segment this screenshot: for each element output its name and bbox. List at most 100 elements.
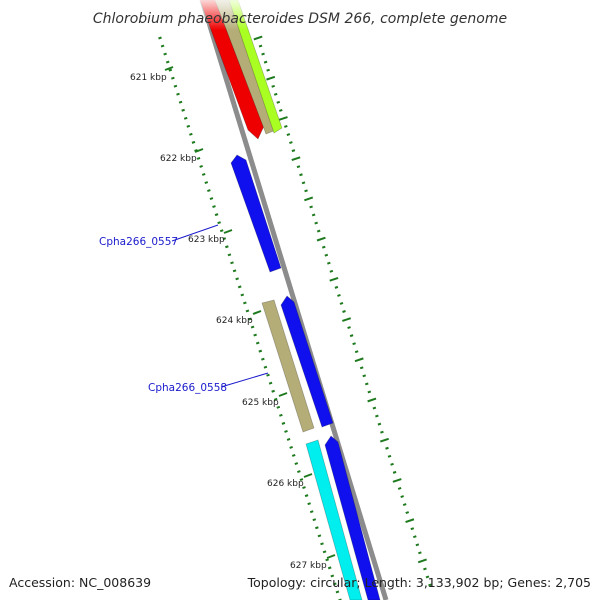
gene-features (199, 0, 381, 600)
tick-mark (286, 133, 291, 136)
gene-blue-2[interactable] (280, 295, 334, 428)
tick-mark (245, 309, 250, 313)
tick-mark (342, 310, 346, 313)
kbp-label: 622 kbp (160, 154, 197, 164)
tick-mark (309, 510, 314, 514)
gene-callout-cpha266-0557[interactable]: Cpha266_0557 (99, 224, 219, 248)
tick-mark (372, 406, 377, 410)
tick-mark (325, 558, 329, 562)
genome-backbone (199, 0, 389, 600)
kbp-label: 621 kbp (130, 73, 167, 83)
tick-mark (352, 342, 356, 346)
tick-mark (334, 285, 339, 289)
tick-mark (273, 92, 278, 96)
tick-mark (263, 60, 268, 64)
tick-mark (186, 124, 191, 128)
gene-cyan[interactable] (305, 439, 363, 600)
tick-mark (315, 526, 319, 530)
tick-mark (329, 269, 334, 273)
tick-mark (423, 567, 427, 571)
tick-mark (261, 357, 265, 361)
tick-mark (387, 454, 392, 458)
tick-mark (301, 181, 306, 185)
tick-mark (339, 302, 344, 305)
topology-text: Topology: circular; Length: 3,133,902 bp… (247, 575, 591, 590)
tick-mark (227, 253, 232, 257)
tick-mark (362, 374, 367, 378)
tick-mark (253, 333, 257, 337)
tick-mark (268, 381, 273, 385)
tick-mark (199, 165, 203, 168)
kbp-label: 627 kbp (290, 561, 327, 571)
tick-mark (380, 430, 384, 434)
tick-mark (299, 173, 303, 177)
tick-mark (297, 470, 301, 473)
tick-mark (354, 357, 364, 363)
tick-mark (314, 221, 318, 225)
gene-label-cpha266-0558[interactable]: Cpha266_0558 (148, 382, 227, 394)
tick-mark (261, 52, 265, 56)
tick-mark (364, 382, 369, 386)
gene-lime[interactable] (228, 0, 283, 134)
tick-mark (235, 277, 239, 281)
gene-blue-1[interactable] (230, 154, 282, 273)
gene-tan-2[interactable] (261, 299, 315, 433)
tick-mark (349, 334, 354, 338)
tick-mark (299, 478, 304, 482)
tick-mark (291, 149, 296, 153)
tick-mark (392, 478, 402, 483)
tick-mark (304, 196, 314, 202)
tick-mark (278, 108, 283, 112)
tick-mark (240, 293, 245, 297)
tick-mark (219, 229, 224, 233)
tick-mark (413, 535, 417, 539)
tick-mark (342, 317, 352, 322)
tick-mark (250, 325, 255, 329)
tick-mark (158, 36, 162, 40)
tick-mark (390, 462, 394, 466)
tick-mark (289, 446, 293, 449)
tick-mark (367, 390, 372, 394)
tick-mark (278, 116, 288, 121)
tick-mark (281, 421, 286, 425)
tick-mark (181, 108, 185, 112)
tick-mark (335, 590, 340, 594)
gene-label-cpha266-0557[interactable]: Cpha266_0557 (99, 236, 178, 248)
tick-mark (428, 583, 432, 587)
tick-mark (266, 75, 276, 81)
tick-mark (196, 156, 201, 160)
kbp-label: 623 kbp (188, 235, 225, 245)
tick-mark (320, 542, 324, 546)
tick-mark (248, 317, 252, 321)
tick-mark (385, 446, 389, 450)
tick-mark (321, 245, 326, 249)
tick-mark (304, 189, 308, 193)
tick-mark (392, 470, 397, 474)
tick-mark (291, 156, 301, 162)
tick-mark (191, 140, 196, 144)
tick-mark (266, 373, 270, 377)
tick-mark (324, 253, 329, 257)
tick-mark (304, 494, 309, 498)
tick-mark (207, 189, 211, 192)
tick-mark (375, 414, 379, 418)
kbp-label: 625 kbp (242, 398, 279, 408)
gene-blue-3[interactable] (324, 435, 381, 600)
gene-callout-cpha266-0558[interactable]: Cpha266_0558 (148, 372, 269, 394)
tick-mark (311, 213, 316, 217)
tick-mark (316, 229, 321, 233)
tick-mark (294, 462, 299, 465)
tick-mark (263, 365, 268, 369)
tick-mark (189, 132, 193, 136)
tick-mark (359, 366, 364, 370)
tick-mark (258, 44, 263, 48)
tick-mark (347, 326, 351, 330)
tick-mark (168, 68, 173, 72)
title-fade (0, 0, 600, 30)
tick-mark (214, 213, 219, 217)
gene-red[interactable] (199, 0, 265, 140)
page-title: Chlorobium phaeobacteroides DSM 266, com… (93, 11, 507, 27)
tick-mark (415, 543, 420, 547)
tick-mark (410, 527, 415, 531)
tick-mark (417, 558, 427, 564)
